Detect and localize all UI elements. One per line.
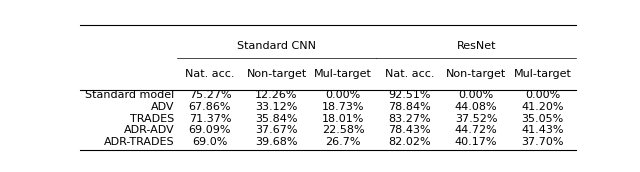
Text: Standard CNN: Standard CNN xyxy=(237,41,316,51)
Text: ADV: ADV xyxy=(151,102,174,112)
Text: ADR-ADV: ADR-ADV xyxy=(124,125,174,135)
Text: Nat. acc.: Nat. acc. xyxy=(185,69,235,79)
Text: 37.67%: 37.67% xyxy=(255,125,298,135)
Text: 22.58%: 22.58% xyxy=(322,125,364,135)
Text: 35.84%: 35.84% xyxy=(255,114,298,124)
Text: TRADES: TRADES xyxy=(130,114,174,124)
Text: 78.43%: 78.43% xyxy=(388,125,431,135)
Text: 33.12%: 33.12% xyxy=(255,102,298,112)
Text: 41.43%: 41.43% xyxy=(522,125,564,135)
Text: 18.73%: 18.73% xyxy=(322,102,364,112)
Text: Non-target: Non-target xyxy=(446,69,506,79)
Text: 35.05%: 35.05% xyxy=(522,114,564,124)
Text: 69.09%: 69.09% xyxy=(189,125,231,135)
Text: 83.27%: 83.27% xyxy=(388,114,431,124)
Text: 78.84%: 78.84% xyxy=(388,102,431,112)
Text: Mul-target: Mul-target xyxy=(314,69,372,79)
Text: 92.51%: 92.51% xyxy=(388,90,431,100)
Text: Non-target: Non-target xyxy=(246,69,307,79)
Text: 37.70%: 37.70% xyxy=(522,137,564,147)
Text: 12.26%: 12.26% xyxy=(255,90,298,100)
Text: 18.01%: 18.01% xyxy=(322,114,364,124)
Text: 67.86%: 67.86% xyxy=(189,102,231,112)
Text: 41.20%: 41.20% xyxy=(522,102,564,112)
Text: 71.37%: 71.37% xyxy=(189,114,231,124)
Text: 0.00%: 0.00% xyxy=(525,90,561,100)
Text: ADR-TRADES: ADR-TRADES xyxy=(104,137,174,147)
Text: Mul-target: Mul-target xyxy=(514,69,572,79)
Text: 26.7%: 26.7% xyxy=(325,137,361,147)
Text: 0.00%: 0.00% xyxy=(326,90,361,100)
Text: 44.08%: 44.08% xyxy=(455,102,497,112)
Text: 69.0%: 69.0% xyxy=(192,137,228,147)
Text: 37.52%: 37.52% xyxy=(455,114,497,124)
Text: 44.72%: 44.72% xyxy=(455,125,497,135)
Text: Standard model: Standard model xyxy=(85,90,174,100)
Text: 75.27%: 75.27% xyxy=(189,90,231,100)
Text: 40.17%: 40.17% xyxy=(455,137,497,147)
Text: ResNet: ResNet xyxy=(456,41,496,51)
Text: 0.00%: 0.00% xyxy=(458,90,494,100)
Text: Nat. acc.: Nat. acc. xyxy=(385,69,435,79)
Text: 82.02%: 82.02% xyxy=(388,137,431,147)
Text: 39.68%: 39.68% xyxy=(255,137,298,147)
